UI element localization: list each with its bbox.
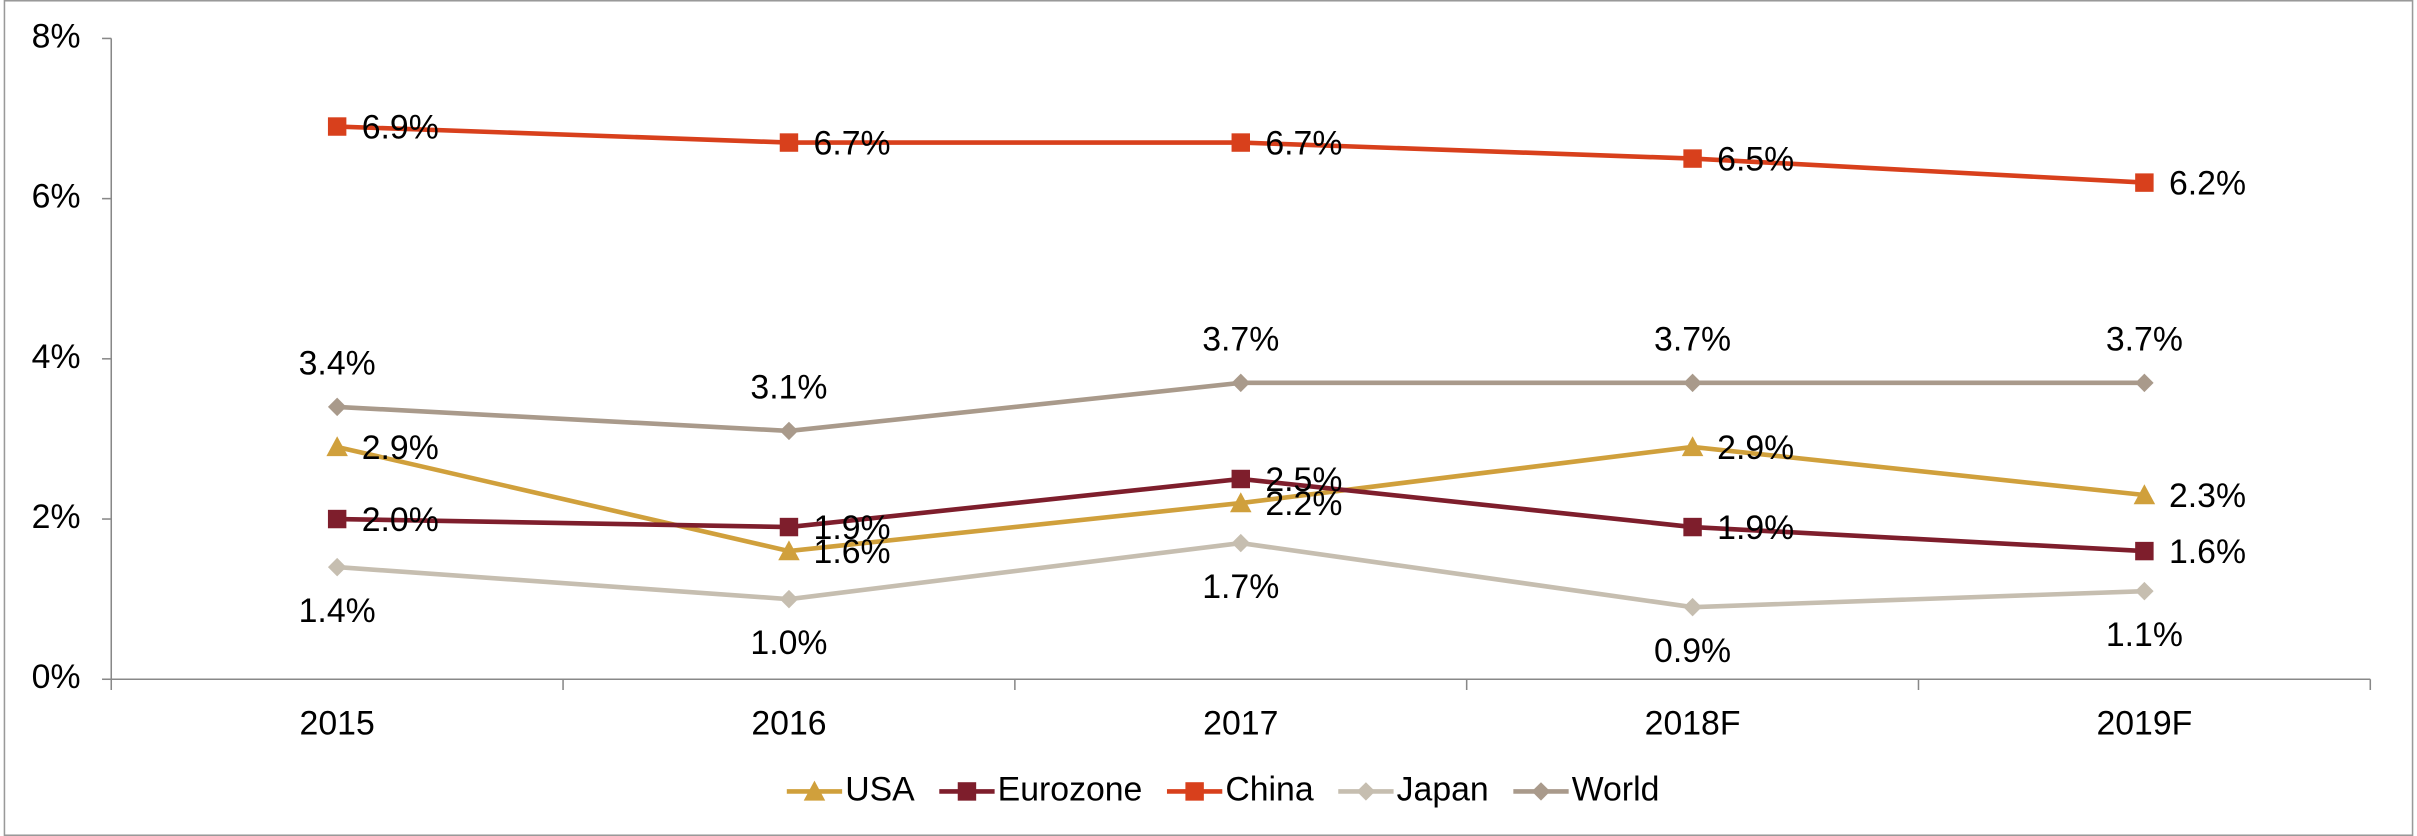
data-label: 1.4% xyxy=(299,592,376,630)
marker xyxy=(1681,436,1704,457)
marker xyxy=(326,436,348,457)
data-label: 1.6% xyxy=(2169,533,2246,571)
data-label: 1.9% xyxy=(814,509,891,547)
legend-label: USA xyxy=(845,770,915,808)
y-tick-label: 2% xyxy=(32,498,81,536)
marker xyxy=(779,589,799,609)
y-tick-label: 0% xyxy=(32,658,81,696)
data-label: 1.1% xyxy=(2106,616,2183,654)
marker xyxy=(327,397,347,417)
x-tick-label: 2019F xyxy=(2096,704,2192,742)
marker xyxy=(779,421,799,441)
y-tick-label: 6% xyxy=(32,178,81,216)
marker xyxy=(2135,581,2154,601)
marker xyxy=(1231,469,1250,489)
data-label: 2.3% xyxy=(2169,477,2246,515)
marker xyxy=(778,540,800,561)
data-label: 6.2% xyxy=(2169,165,2246,203)
x-tick-label: 2016 xyxy=(751,704,826,742)
data-label: 3.7% xyxy=(2106,320,2183,358)
data-label: 1.6% xyxy=(814,533,891,571)
x-tick-label: 2015 xyxy=(300,704,375,742)
y-tick-label: 4% xyxy=(32,338,81,376)
data-label: 1.7% xyxy=(1202,568,1279,606)
marker xyxy=(1683,149,1702,168)
data-label: 3.4% xyxy=(299,344,376,382)
data-label: 6.9% xyxy=(362,109,439,147)
legend-label: China xyxy=(1225,770,1314,808)
data-label: 0.9% xyxy=(1654,632,1731,670)
marker xyxy=(1230,492,1252,513)
data-label: 2.0% xyxy=(362,501,439,539)
marker xyxy=(327,117,347,136)
marker xyxy=(2135,541,2154,561)
marker xyxy=(1185,782,1204,801)
marker xyxy=(1356,782,1376,801)
data-label: 3.7% xyxy=(1654,320,1731,358)
data-label: 2.9% xyxy=(1717,429,1794,467)
marker xyxy=(779,517,799,537)
y-tick-label: 8% xyxy=(32,17,81,55)
marker xyxy=(1683,517,1702,537)
legend-label: Eurozone xyxy=(998,770,1143,808)
marker xyxy=(2135,173,2154,192)
marker xyxy=(779,133,799,152)
legend-label: Japan xyxy=(1397,770,1489,808)
x-tick-label: 2017 xyxy=(1203,704,1278,742)
data-label: 6.7% xyxy=(1265,125,1342,163)
marker xyxy=(327,509,347,529)
data-label: 6.7% xyxy=(814,125,891,163)
marker xyxy=(1531,782,1551,801)
data-label: 2.5% xyxy=(1265,461,1342,499)
chart-border xyxy=(3,0,2414,836)
data-label: 3.7% xyxy=(1202,320,1279,358)
marker xyxy=(803,780,826,801)
legend-label: World xyxy=(1572,770,1660,808)
data-label: 6.5% xyxy=(1717,141,1794,179)
data-label: 2.2% xyxy=(1265,485,1342,523)
x-tick-label: 2018F xyxy=(1645,704,1741,742)
data-label: 3.1% xyxy=(750,368,827,406)
data-label: 1.9% xyxy=(1717,509,1794,547)
marker xyxy=(1231,133,1250,152)
marker xyxy=(2133,484,2156,505)
marker xyxy=(957,782,977,801)
data-label: 1.0% xyxy=(750,624,827,662)
data-label: 2.9% xyxy=(362,429,439,467)
marker xyxy=(1683,597,1702,617)
